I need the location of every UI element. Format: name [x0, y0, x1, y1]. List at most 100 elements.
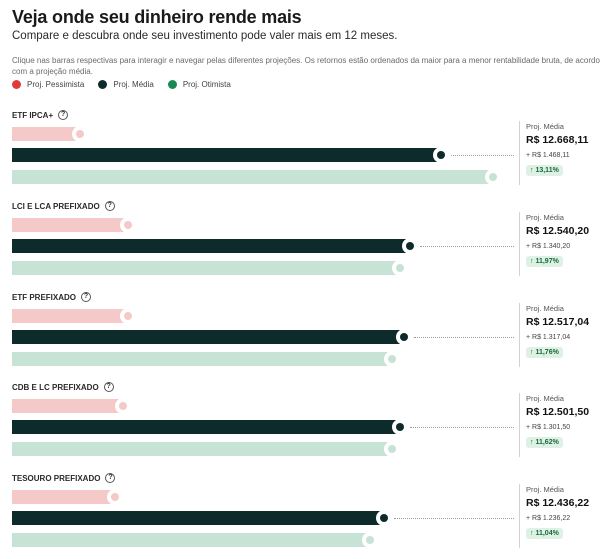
arrow-up-icon: ↑ — [530, 167, 536, 174]
help-icon[interactable]: ? — [105, 473, 116, 483]
bar-media[interactable] — [12, 238, 418, 254]
investment-name: ETF PREFIXADO — [12, 292, 77, 302]
bar-knob-pess[interactable] — [115, 398, 132, 414]
arrow-up-icon: ↑ — [530, 258, 536, 265]
media-label: Proj. Média — [526, 122, 564, 131]
bar-pess[interactable] — [12, 126, 89, 142]
bar-knob-pess[interactable] — [119, 217, 136, 233]
bar-knob-pess[interactable] — [72, 126, 89, 142]
bar-knob-otim[interactable] — [384, 441, 401, 457]
bar-knob-media[interactable] — [401, 238, 418, 254]
bars-track — [12, 201, 514, 281]
bar-media[interactable] — [12, 147, 449, 163]
bar-media[interactable] — [12, 329, 412, 345]
media-gain: + R$ 1.317,04 — [526, 334, 571, 341]
legend-dot-pessimista — [12, 80, 21, 89]
bar-knob-pess[interactable] — [106, 489, 123, 505]
investment-group: ETF PREFIXADO? Proj. Média R$ 12.517,04 + R… — [0, 292, 612, 372]
media-label: Proj. Média — [526, 213, 564, 222]
help-icon[interactable]: ? — [104, 201, 115, 211]
bar-knob-media[interactable] — [395, 329, 412, 345]
media-value: R$ 12.668,11 — [526, 134, 589, 146]
arrow-up-icon: ↑ — [530, 439, 536, 446]
help-icon[interactable]: ? — [103, 382, 114, 392]
media-summary: Proj. Média R$ 12.517,04 + R$ 1.317,04 ↑ 11… — [519, 303, 612, 367]
page-subtitle: Compare e descubra onde seu investimento… — [12, 30, 398, 42]
media-value: R$ 12.540,20 — [526, 225, 590, 237]
bar-knob-media[interactable] — [392, 419, 409, 435]
legend-label-media: Proj. Média — [113, 80, 154, 89]
bar-knob-otim[interactable] — [391, 260, 408, 276]
page-title: Veja onde seu dinheiro rende mais — [12, 7, 302, 27]
help-icon[interactable]: ? — [81, 292, 92, 302]
bar-knob-otim[interactable] — [384, 351, 401, 367]
rate-badge: ↑ 11,62% — [526, 437, 563, 448]
investment-label: LCI E LCA PREFIXADO? — [12, 201, 115, 211]
rate-badge: ↑ 13,11% — [526, 165, 563, 176]
bar-pess[interactable] — [12, 308, 136, 324]
media-gain: + R$ 1.340,20 — [526, 243, 571, 250]
investment-label: TESOURO PREFIXADO? — [12, 473, 116, 483]
bar-pess[interactable] — [12, 398, 132, 414]
legend-label-pessimista: Proj. Pessimista — [27, 80, 85, 89]
bars-track — [12, 382, 514, 462]
legend-item-otimista: Proj. Otimista — [167, 80, 231, 89]
media-summary: Proj. Média R$ 12.668,11 + R$ 1.468,11 ↑ 13… — [519, 121, 612, 185]
rate-value: 11,76% — [535, 349, 559, 356]
media-value: R$ 12.517,04 — [526, 316, 590, 328]
bar-otim[interactable] — [12, 351, 401, 367]
investment-label: ETF IPCA+? — [12, 110, 69, 120]
bar-pess[interactable] — [12, 489, 123, 505]
investment-group: LCI E LCA PREFIXADO? Proj. Média R$ 12.540… — [0, 201, 612, 281]
investment-name: CDB E LC PREFIXADO — [12, 382, 99, 392]
rate-badge: ↑ 11,76% — [526, 347, 563, 358]
investment-group: TESOURO PREFIXADO? Proj. Média R$ 12.436,2… — [0, 473, 612, 553]
bar-knob-otim[interactable] — [362, 532, 379, 548]
media-leader-line — [413, 337, 514, 338]
help-icon[interactable]: ? — [58, 110, 69, 120]
media-gain: + R$ 1.468,11 — [526, 152, 570, 159]
rate-value: 11,62% — [535, 439, 559, 446]
media-value: R$ 12.501,50 — [526, 406, 590, 418]
bar-knob-pess[interactable] — [119, 308, 136, 324]
rate-value: 13,11% — [535, 167, 559, 174]
bar-knob-media[interactable] — [376, 510, 393, 526]
media-label: Proj. Média — [526, 485, 564, 494]
arrow-up-icon: ↑ — [530, 349, 536, 356]
media-leader-line — [450, 155, 514, 156]
bars-track — [12, 292, 514, 372]
media-summary: Proj. Média R$ 12.501,50 + R$ 1.301,50 ↑ 11… — [519, 393, 612, 457]
media-leader-line — [394, 518, 514, 519]
media-leader-line — [410, 427, 514, 428]
bar-otim[interactable] — [12, 260, 408, 276]
media-leader-line — [419, 246, 514, 247]
investment-group: ETF IPCA+? Proj. Média R$ 12.668,11 + R$ 1.… — [0, 110, 612, 190]
bar-otim[interactable] — [12, 441, 401, 457]
bar-pess[interactable] — [12, 217, 136, 233]
legend-item-media: Proj. Média — [98, 80, 154, 89]
legend: Proj. Pessimista Proj. Média Proj. Otimi… — [12, 80, 245, 89]
legend-label-otimista: Proj. Otimista — [182, 80, 231, 89]
legend-dot-otimista — [167, 80, 177, 89]
media-gain: + R$ 1.236,22 — [526, 515, 571, 522]
bar-knob-media[interactable] — [432, 147, 449, 163]
legend-item-pessimista: Proj. Pessimista — [12, 80, 84, 89]
legend-dot-media — [98, 80, 108, 89]
rate-value: 11,04% — [535, 530, 559, 537]
investment-label: ETF PREFIXADO? — [12, 292, 92, 302]
bar-otim[interactable] — [12, 532, 379, 548]
media-value: R$ 12.436,22 — [526, 497, 590, 509]
media-label: Proj. Média — [526, 394, 564, 403]
bar-otim[interactable] — [12, 169, 501, 185]
bar-media[interactable] — [12, 510, 393, 526]
investment-name: TESOURO PREFIXADO — [12, 473, 101, 483]
bar-knob-otim[interactable] — [484, 169, 501, 185]
investment-group: CDB E LC PREFIXADO? Proj. Média R$ 12.501,… — [0, 382, 612, 462]
bar-media[interactable] — [12, 419, 409, 435]
rate-badge: ↑ 11,97% — [526, 256, 563, 267]
bars-track — [12, 110, 514, 190]
investment-name: ETF IPCA+ — [12, 110, 54, 120]
bars-track — [12, 473, 514, 553]
media-summary: Proj. Média R$ 12.436,22 + R$ 1.236,22 ↑ 11… — [519, 484, 612, 548]
arrow-up-icon: ↑ — [530, 530, 536, 537]
